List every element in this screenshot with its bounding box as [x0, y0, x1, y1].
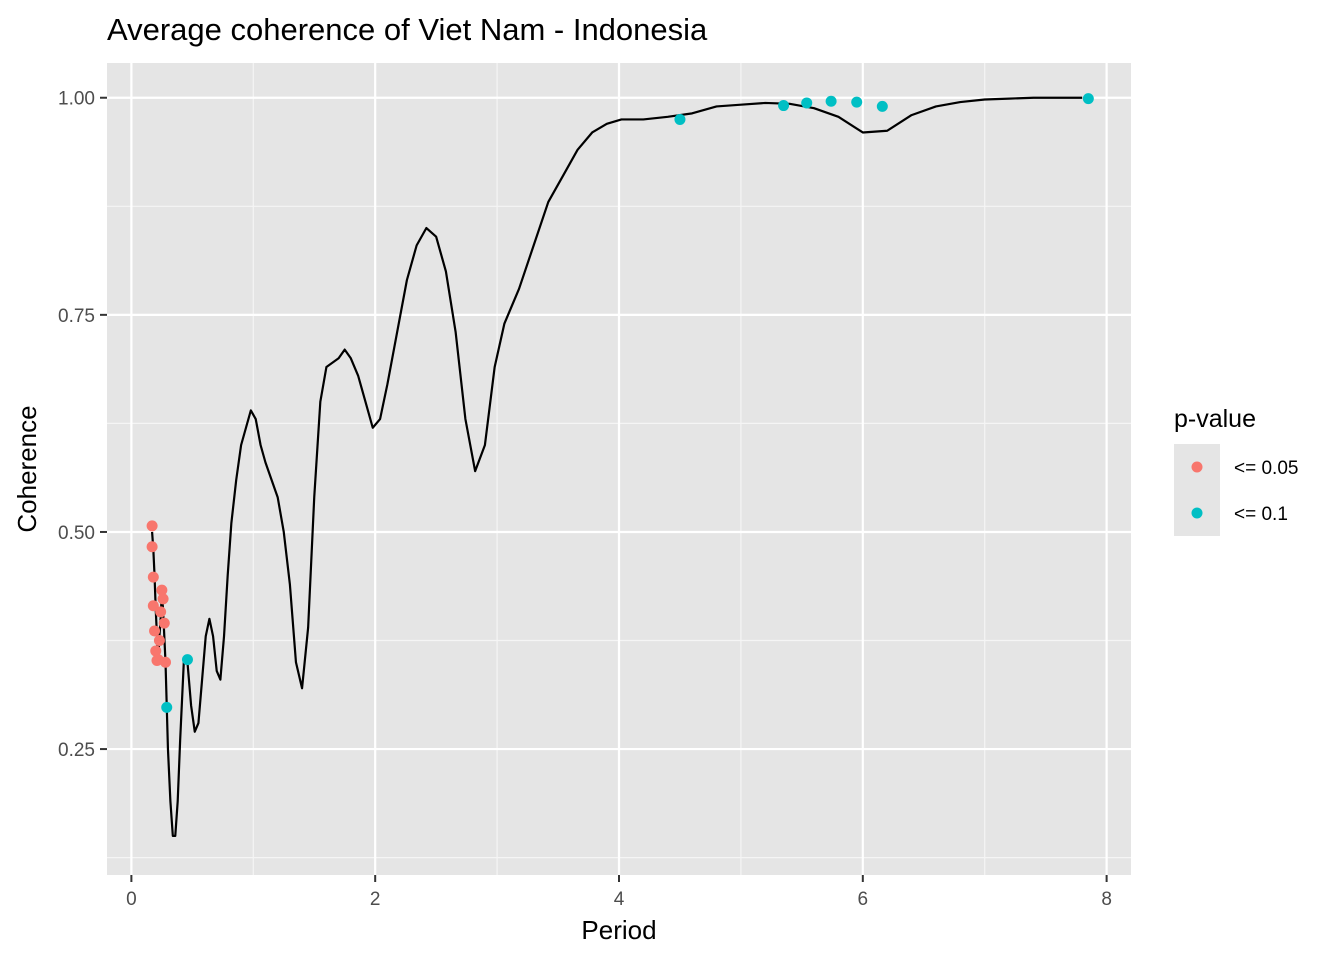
point-p01	[181, 654, 193, 666]
x-axis-title: Period	[581, 915, 656, 945]
y-axis-title: Coherence	[12, 405, 42, 532]
y-axis: 0.25 0.50 0.75 1.00	[58, 89, 107, 761]
x-axis: 0 2 4 6 8	[126, 875, 1112, 910]
y-tick-label: 1.00	[58, 89, 95, 110]
point-p01	[778, 100, 790, 112]
x-tick-label: 8	[1101, 889, 1112, 910]
x-tick-label: 4	[614, 889, 625, 910]
legend-swatch	[1191, 507, 1203, 519]
y-tick-label: 0.25	[58, 740, 95, 761]
point-p01	[161, 701, 173, 713]
point-p01	[674, 113, 686, 125]
point-p005	[155, 606, 167, 618]
point-p005	[149, 625, 161, 637]
point-p005	[160, 656, 172, 668]
point-p005	[150, 645, 162, 657]
legend-label: <= 0.1	[1234, 504, 1288, 525]
coherence-line-path	[151, 96, 1083, 838]
legend-title: p-value	[1174, 405, 1256, 433]
point-p005	[147, 600, 159, 612]
point-p01	[1082, 93, 1094, 105]
coherence-line	[151, 96, 1083, 838]
chart-title: Average coherence of Viet Nam - Indonesi…	[107, 12, 708, 47]
legend-swatch	[1191, 461, 1203, 473]
point-p005	[146, 541, 158, 553]
point-p01	[825, 95, 837, 107]
legend-label: <= 0.05	[1234, 458, 1298, 479]
point-p005	[146, 520, 158, 532]
point-p01	[801, 97, 813, 109]
y-tick-label: 0.75	[58, 306, 95, 327]
y-tick-label: 0.50	[58, 523, 95, 544]
point-p005	[157, 593, 169, 605]
point-p01	[876, 100, 888, 112]
point-p01	[851, 96, 863, 108]
major-gridlines	[107, 63, 1131, 875]
legend: p-value <= 0.05 <= 0.1	[1174, 405, 1298, 536]
point-p005	[147, 571, 159, 583]
point-p005	[153, 635, 165, 647]
points-layer	[146, 93, 1094, 713]
x-tick-label: 6	[858, 889, 869, 910]
x-tick-label: 0	[126, 889, 137, 910]
x-tick-label: 2	[370, 889, 381, 910]
point-p005	[158, 617, 170, 629]
point-p005	[156, 584, 168, 596]
